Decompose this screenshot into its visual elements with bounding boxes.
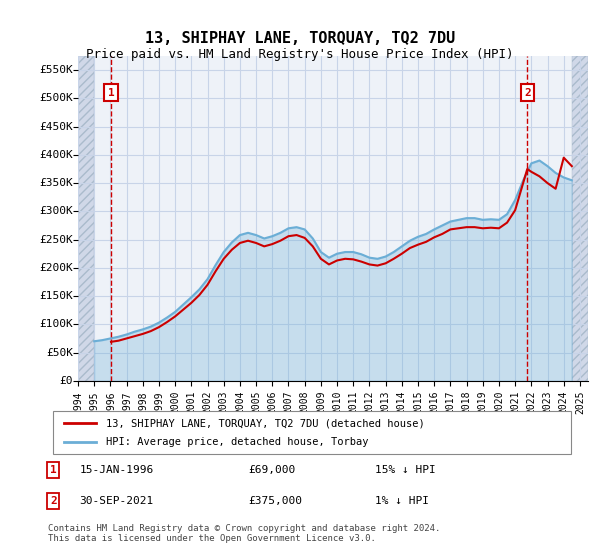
Text: 1: 1 — [107, 88, 115, 97]
Bar — [78, 56, 94, 381]
Text: £250K: £250K — [39, 235, 73, 245]
Text: £69,000: £69,000 — [248, 465, 296, 475]
Text: 15-JAN-1996: 15-JAN-1996 — [80, 465, 154, 475]
Text: £100K: £100K — [39, 319, 73, 329]
Text: 13, SHIPHAY LANE, TORQUAY, TQ2 7DU (detached house): 13, SHIPHAY LANE, TORQUAY, TQ2 7DU (deta… — [106, 418, 425, 428]
Text: 30-SEP-2021: 30-SEP-2021 — [80, 496, 154, 506]
Text: £0: £0 — [59, 376, 73, 386]
Text: £200K: £200K — [39, 263, 73, 273]
Text: £300K: £300K — [39, 206, 73, 216]
Text: 1: 1 — [50, 465, 56, 475]
Text: £500K: £500K — [39, 94, 73, 104]
Text: £550K: £550K — [39, 65, 73, 75]
Text: 15% ↓ HPI: 15% ↓ HPI — [376, 465, 436, 475]
Text: HPI: Average price, detached house, Torbay: HPI: Average price, detached house, Torb… — [106, 437, 368, 447]
Bar — [572, 56, 588, 381]
Text: 2: 2 — [524, 88, 530, 97]
Text: £400K: £400K — [39, 150, 73, 160]
Text: £150K: £150K — [39, 291, 73, 301]
Text: £350K: £350K — [39, 178, 73, 188]
Text: 1% ↓ HPI: 1% ↓ HPI — [376, 496, 430, 506]
Text: 13, SHIPHAY LANE, TORQUAY, TQ2 7DU: 13, SHIPHAY LANE, TORQUAY, TQ2 7DU — [145, 31, 455, 46]
Text: Price paid vs. HM Land Registry's House Price Index (HPI): Price paid vs. HM Land Registry's House … — [86, 48, 514, 60]
Text: £375,000: £375,000 — [248, 496, 302, 506]
Text: £450K: £450K — [39, 122, 73, 132]
Text: 2: 2 — [50, 496, 56, 506]
Text: Contains HM Land Registry data © Crown copyright and database right 2024.
This d: Contains HM Land Registry data © Crown c… — [48, 524, 440, 543]
FancyBboxPatch shape — [53, 411, 571, 454]
Text: £50K: £50K — [46, 348, 73, 357]
